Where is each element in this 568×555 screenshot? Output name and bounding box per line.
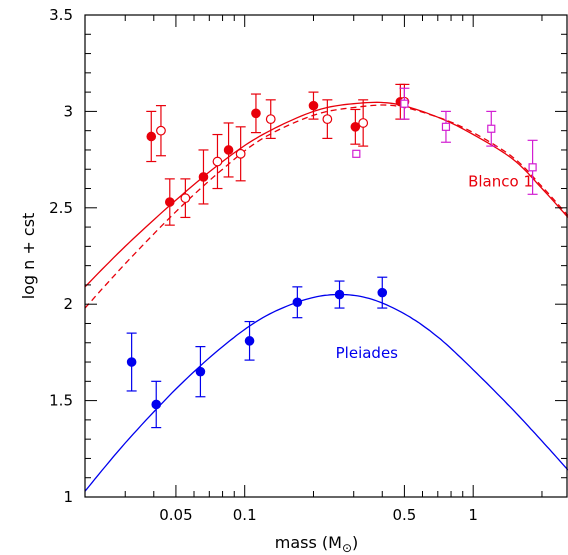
data-point <box>180 178 191 219</box>
marker-open-circle <box>358 118 369 128</box>
y-tick-label: 1 <box>63 488 73 506</box>
y-tick-label: 1.5 <box>49 392 73 410</box>
x-axis-title-close: ) <box>352 533 358 552</box>
marker-filled-circle <box>244 336 255 346</box>
series-label: Pleiades <box>336 344 399 362</box>
x-tick-label: 0.05 <box>159 506 192 524</box>
fit-curve-dashed-1 <box>84 104 568 309</box>
x-tick-label: 0.5 <box>392 506 416 524</box>
data-point <box>212 133 223 190</box>
y-tick-label: 2 <box>63 295 73 313</box>
axis-ticks <box>84 14 567 498</box>
data-point <box>322 99 333 139</box>
fit-curve-solid-0 <box>84 101 568 288</box>
y-tick-label: 3.5 <box>49 6 73 24</box>
data-point <box>377 276 388 309</box>
marker-filled-circle <box>223 145 234 155</box>
data-point <box>235 126 246 182</box>
data-point <box>440 110 451 143</box>
marker-open-circle <box>180 193 191 204</box>
marker-open-square <box>400 99 409 108</box>
marker-filled-circle <box>198 172 209 182</box>
series-label: Blanco 1 <box>468 173 533 191</box>
y-axis-title: log n + cst <box>19 213 38 300</box>
data-point <box>151 380 162 429</box>
y-tick-label: 3 <box>63 102 73 120</box>
marker-filled-circle <box>146 131 157 142</box>
data-point <box>164 178 175 226</box>
data-point <box>155 105 166 157</box>
data-point <box>265 99 276 139</box>
marker-open-circle <box>156 125 166 136</box>
marker-filled-circle <box>334 289 345 300</box>
marker-open-square <box>487 124 496 133</box>
marker-open-square <box>441 122 451 131</box>
marker-filled-circle <box>377 287 388 298</box>
marker-filled-circle <box>195 366 206 377</box>
data-point <box>250 93 261 134</box>
marker-filled-circle <box>164 197 175 207</box>
marker-open-square <box>528 163 537 172</box>
data-point <box>399 87 410 120</box>
x-axis-title: mass (M⊙) <box>275 533 359 555</box>
data-point <box>308 91 319 120</box>
marker-open-square <box>352 149 361 158</box>
marker-filled-circle <box>308 100 319 111</box>
data-point <box>146 110 157 163</box>
data-point <box>292 286 303 319</box>
fit-curve-solid-2 <box>84 293 568 492</box>
fit-curves <box>84 101 568 492</box>
marker-open-circle <box>235 148 246 159</box>
data-point <box>486 110 497 147</box>
tick-labels: 0.05 0.1 0.5 1 1 1.5 2 2.5 3 3.5 <box>49 6 478 524</box>
marker-open-circle <box>212 156 223 167</box>
marker-filled-circle <box>292 297 303 308</box>
x-axis-title-text: mass (M <box>275 533 342 552</box>
data-point <box>198 149 209 205</box>
marker-filled-circle <box>350 122 361 132</box>
data-point <box>334 280 345 309</box>
data-point <box>244 320 255 361</box>
y-tick-label: 2.5 <box>49 199 73 217</box>
data-point <box>352 149 361 158</box>
series-labels: Blanco 1 Pleiades <box>336 173 533 363</box>
marker-filled-circle <box>126 357 137 367</box>
plot-frame <box>84 14 568 498</box>
data-point <box>126 332 137 392</box>
data-point <box>358 99 369 147</box>
x-tick-label: 0.1 <box>233 506 257 524</box>
marker-filled-circle <box>151 399 162 410</box>
data-point <box>223 122 234 178</box>
marker-filled-circle <box>251 108 261 119</box>
sun-symbol: ⊙ <box>342 541 352 555</box>
x-tick-label: 1 <box>468 506 478 524</box>
marker-open-circle <box>265 114 276 125</box>
data-point <box>527 139 538 195</box>
data-point <box>195 346 206 398</box>
marker-open-circle <box>322 114 333 125</box>
data-point <box>350 108 361 145</box>
data-points <box>126 83 538 429</box>
